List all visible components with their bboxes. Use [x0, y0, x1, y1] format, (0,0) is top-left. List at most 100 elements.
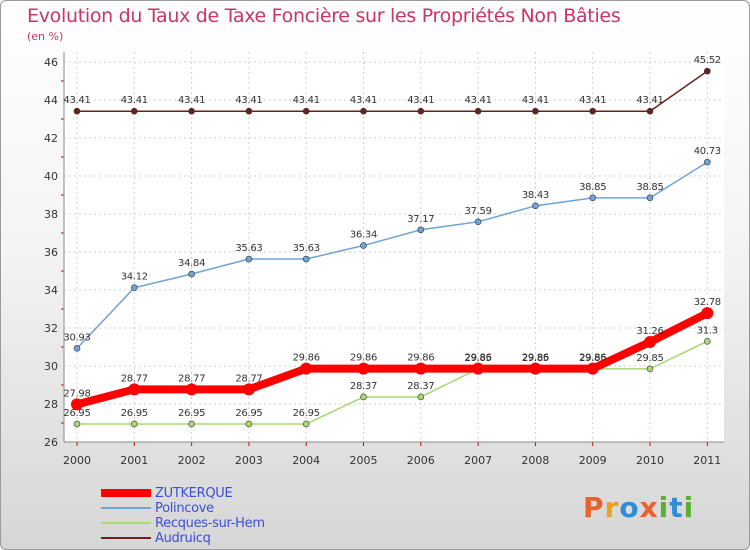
data-label-audruicq: 43.41: [579, 95, 606, 106]
x-tick-label: 2002: [178, 454, 206, 467]
legend-swatch: [101, 507, 151, 509]
data-label-zutkerque: 28.77: [121, 373, 148, 384]
data-point-zutkerque: [128, 383, 141, 396]
x-tick-label: 2005: [350, 454, 378, 467]
data-label-audruicq: 43.41: [178, 95, 205, 106]
data-point-audruicq: [245, 107, 253, 115]
x-tick-label: 2000: [63, 454, 91, 467]
series-line-audruicq: [77, 70, 708, 112]
data-point-zutkerque: [71, 398, 83, 411]
data-label-recques-sur-hem: 29.85: [522, 353, 549, 364]
data-label-polincove: 38.85: [579, 182, 606, 193]
data-label-zutkerque: 28.77: [178, 373, 205, 384]
y-tick-label: 28: [44, 398, 58, 411]
legend-label: Polincove: [155, 501, 214, 516]
x-tick-label: 2010: [636, 454, 664, 467]
data-label-zutkerque: 29.86: [522, 353, 549, 364]
chart-title: Evolution du Taux de Taxe Foncière sur l…: [27, 5, 621, 27]
data-point-zutkerque: [472, 362, 485, 375]
logo-letter: t: [669, 491, 684, 524]
data-label-zutkerque: 29.86: [465, 353, 492, 364]
logo-letter: x: [639, 491, 659, 524]
legend-item-polincove: Polincove: [101, 501, 361, 517]
data-point-zutkerque: [242, 383, 255, 396]
y-tick-label: 30: [44, 360, 58, 373]
logo-letter: P: [583, 491, 605, 524]
x-tick-label: 2006: [407, 454, 435, 467]
data-point-audruicq: [131, 107, 138, 115]
data-point-recques-sur-hem: [417, 393, 425, 401]
y-tick-label: 26: [44, 436, 58, 449]
data-label-zutkerque: 29.86: [350, 353, 377, 364]
data-point-zutkerque: [701, 307, 714, 320]
data-label-recques-sur-hem: 28.37: [407, 381, 434, 392]
data-point-polincove: [188, 270, 195, 278]
legend-swatch: [101, 537, 151, 539]
data-label-zutkerque: 31.26: [636, 326, 663, 337]
legend-item-audruicq: Audruicq: [101, 531, 361, 547]
data-label-audruicq: 45.52: [694, 55, 721, 66]
x-tick-label: 2003: [235, 454, 263, 467]
data-label-polincove: 36.34: [350, 230, 377, 241]
y-tick-label: 34: [44, 284, 58, 297]
data-point-polincove: [703, 158, 711, 166]
data-point-recques-sur-hem: [302, 420, 310, 428]
series-line-zutkerque: [75, 309, 710, 409]
logo-letter: r: [604, 491, 620, 524]
x-tick-label: 2004: [292, 454, 320, 467]
legend-label: Audruicq: [155, 531, 211, 546]
data-label-recques-sur-hem: 26.95: [178, 408, 205, 419]
data-point-zutkerque: [644, 336, 656, 349]
data-label-audruicq: 43.41: [522, 95, 549, 106]
legend-swatch: [101, 489, 151, 497]
data-label-recques-sur-hem: 29.85: [636, 353, 663, 364]
data-label-audruicq: 43.41: [350, 95, 377, 106]
data-label-audruicq: 43.41: [293, 95, 320, 106]
y-tick-label: 42: [44, 132, 58, 145]
legend-label: ZUTKERQUE: [155, 486, 233, 501]
y-tick-label: 38: [44, 208, 58, 221]
data-point-polincove: [73, 345, 81, 352]
x-tick-label: 2001: [120, 454, 148, 467]
legend-label: Recques-sur-Hem: [155, 516, 265, 531]
series-line-recques-sur-hem: [77, 340, 708, 425]
data-point-polincove: [646, 194, 654, 202]
data-label-recques-sur-hem: 26.95: [293, 408, 320, 419]
y-tick-label: 32: [44, 322, 58, 335]
data-point-audruicq: [474, 107, 482, 115]
proxiti-logo: Proxiti: [583, 491, 694, 524]
data-point-recques-sur-hem: [646, 365, 654, 373]
data-label-polincove: 37.17: [407, 214, 434, 225]
x-tick-label: 2008: [521, 454, 549, 467]
data-label-zutkerque: 32.78: [694, 297, 721, 308]
data-point-polincove: [532, 202, 539, 210]
data-label-polincove: 37.59: [465, 206, 492, 217]
data-point-zutkerque: [357, 362, 370, 375]
y-tick-label: 40: [44, 170, 58, 183]
data-label-recques-sur-hem: 26.95: [63, 408, 90, 419]
legend-swatch: [101, 522, 151, 524]
data-point-zutkerque: [300, 362, 313, 375]
data-point-audruicq: [532, 107, 539, 115]
data-label-polincove: 34.12: [121, 272, 148, 283]
data-point-audruicq: [360, 107, 367, 115]
y-unit-label: (en %): [27, 30, 64, 43]
series-line-polincove: [76, 161, 708, 349]
data-label-audruicq: 43.41: [121, 95, 148, 106]
x-tick-label: 2007: [464, 454, 492, 467]
data-label-zutkerque: 28.77: [235, 373, 262, 384]
data-point-recques-sur-hem: [131, 420, 138, 428]
data-point-recques-sur-hem: [245, 420, 253, 428]
data-point-polincove: [589, 194, 597, 202]
x-tick-label: 2011: [693, 454, 721, 467]
data-label-recques-sur-hem: 28.37: [350, 381, 377, 392]
data-label-polincove: 40.73: [694, 146, 721, 157]
data-point-recques-sur-hem: [188, 420, 195, 428]
data-label-zutkerque: 27.98: [63, 388, 90, 399]
logo-letter: i: [658, 491, 670, 524]
data-label-recques-sur-hem: 26.95: [121, 408, 148, 419]
data-point-audruicq: [417, 107, 425, 115]
legend: ZUTKERQUE Polincove Recques-sur-Hem Audruic…: [101, 486, 361, 547]
